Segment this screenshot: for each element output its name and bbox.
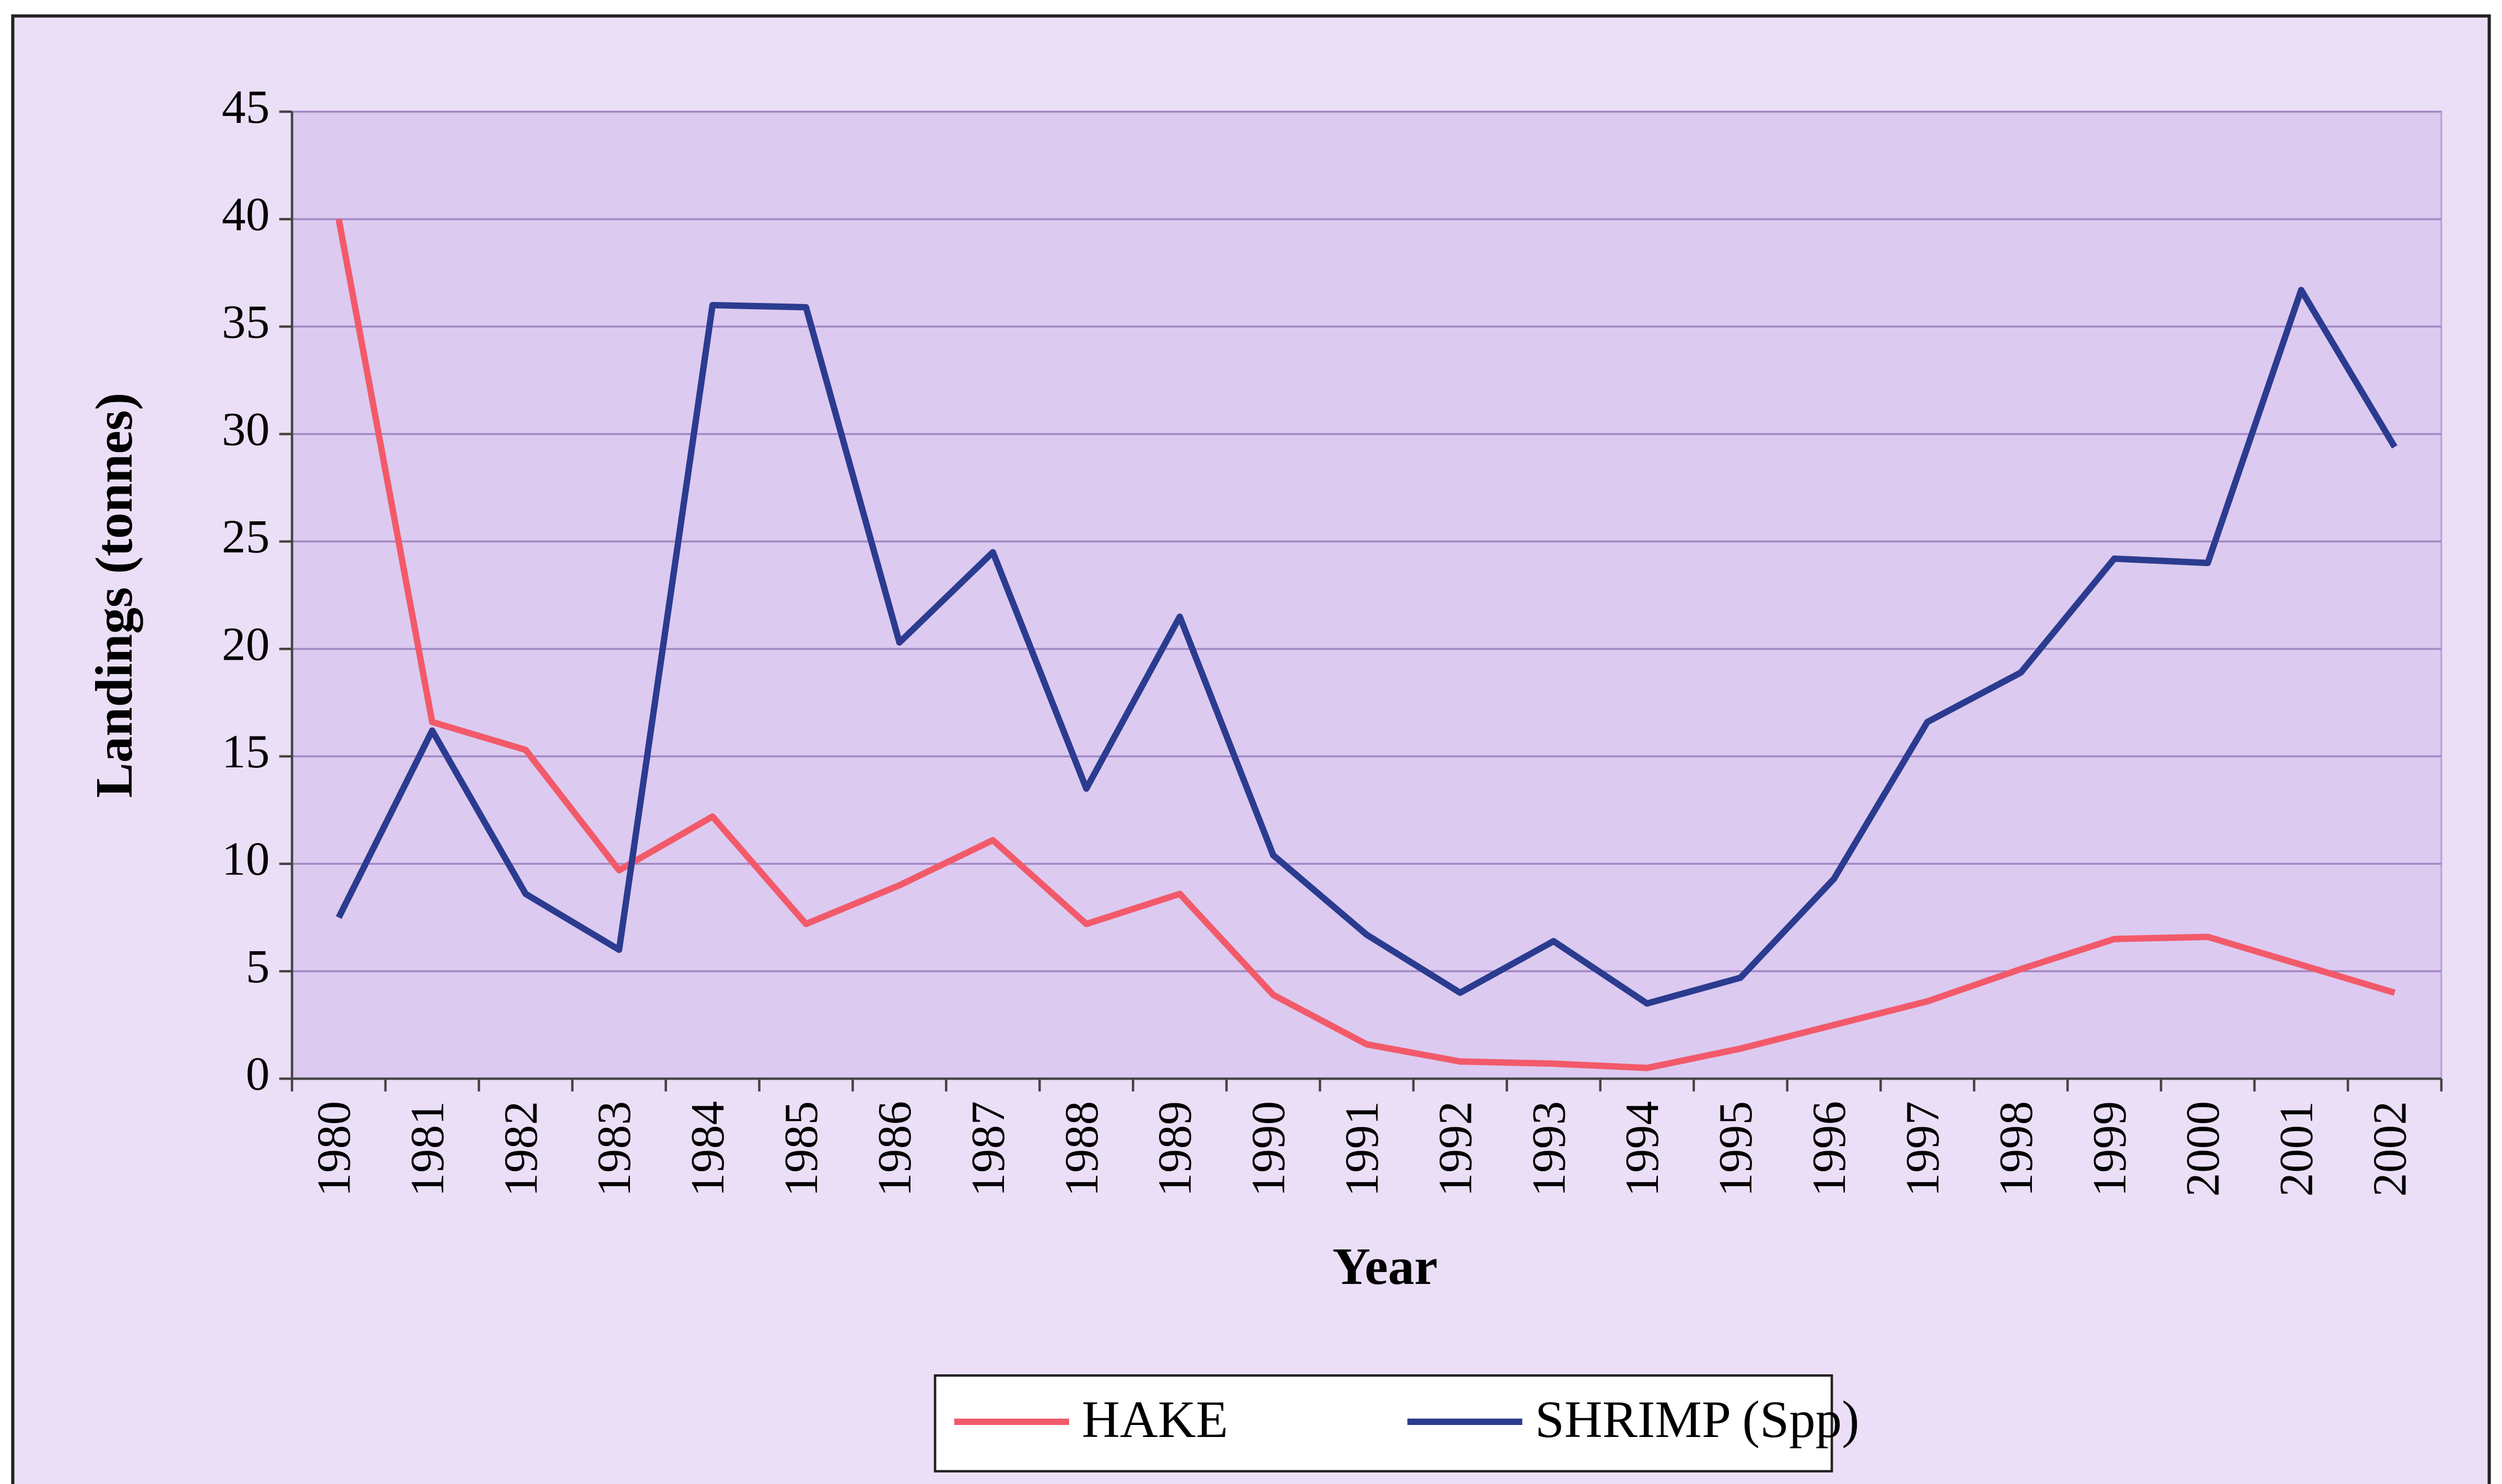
x-tick-label: 1987 (961, 1101, 1014, 1197)
x-tick-label: 1980 (307, 1101, 360, 1197)
axes: 0 5 10 15 20 25 30 35 40 45 1980 1981 1982 1983 1984 19… (222, 80, 2443, 1197)
y-tick-label: 5 (245, 939, 270, 992)
x-tick-label: 2002 (2363, 1101, 2416, 1197)
x-tick-label: 1988 (1055, 1101, 1108, 1197)
x-tick-label: 1999 (2083, 1101, 2136, 1197)
y-tick-label: 10 (222, 832, 270, 885)
x-tick-label: 1982 (494, 1101, 547, 1197)
x-tick-label: 2000 (2176, 1101, 2229, 1197)
x-tick-label: 1981 (400, 1101, 453, 1197)
y-tick-label: 0 (245, 1047, 270, 1100)
x-tick-label: 1983 (587, 1101, 640, 1197)
x-tick-label: 1992 (1428, 1101, 1481, 1197)
x-tick-label: 1990 (1242, 1101, 1295, 1197)
x-tick-label: 1998 (1989, 1101, 2042, 1197)
y-tick-label: 45 (222, 80, 270, 133)
x-tick-label: 1986 (868, 1101, 921, 1197)
x-axis-title: Year (1332, 1237, 1438, 1295)
x-tick-label: 1985 (774, 1101, 827, 1197)
y-axis-title: Landings (tonnes) (85, 393, 143, 798)
x-tick-label: 1995 (1709, 1101, 1762, 1197)
legend-label: HAKE (1082, 1390, 1228, 1448)
x-tick-label: 1993 (1522, 1101, 1575, 1197)
x-tick-label: 1994 (1615, 1101, 1668, 1197)
y-tick-label: 15 (222, 725, 270, 778)
legend-label: SHRIMP (Spp) (1535, 1390, 1860, 1448)
y-tick-label: 40 (222, 188, 270, 241)
legend: HAKE SHRIMP (Spp) (954, 1390, 1860, 1448)
y-tick-label: 30 (222, 402, 270, 455)
y-tick-label: 20 (222, 617, 270, 670)
x-tick-label: 2001 (2270, 1101, 2323, 1197)
series-line (336, 287, 2398, 1007)
x-tick-label: 1997 (1896, 1101, 1949, 1197)
y-tick-label: 25 (222, 510, 270, 563)
grid (292, 111, 2441, 1080)
x-tick-label: 1996 (1802, 1101, 1855, 1197)
legend-box (933, 1374, 1833, 1473)
x-tick-label: 1989 (1148, 1101, 1201, 1197)
series-lines (335, 218, 2398, 1071)
x-tick-label: 1991 (1335, 1101, 1388, 1197)
x-tick-label: 1984 (681, 1101, 734, 1197)
series-line (335, 218, 2396, 1071)
y-tick-label: 35 (222, 295, 270, 348)
